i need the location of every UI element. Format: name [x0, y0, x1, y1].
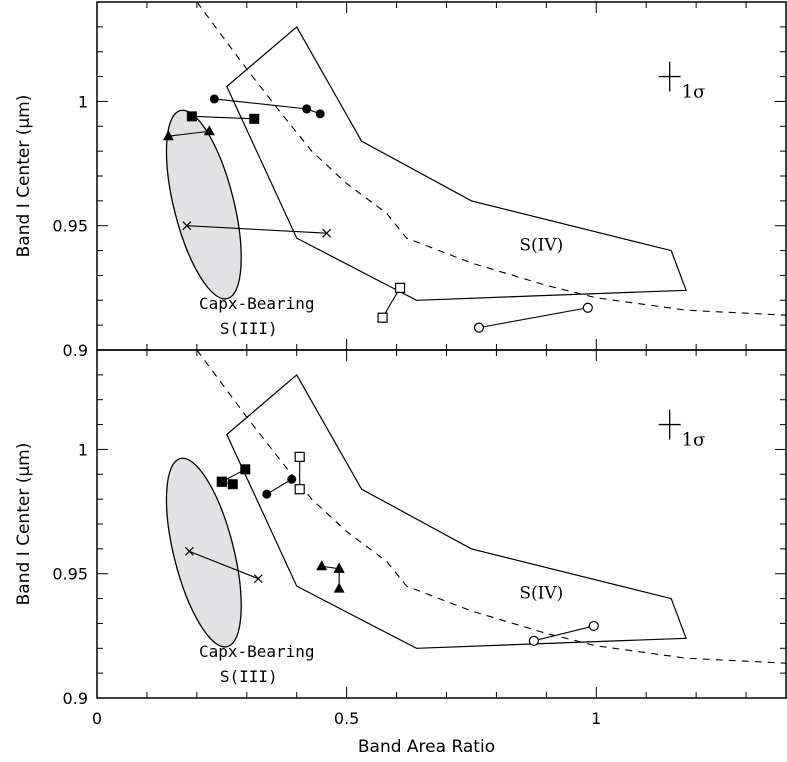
sigma-error-bar [658, 61, 681, 92]
cross-stroke [184, 546, 194, 556]
s4-region-label: S(IV) [519, 236, 563, 256]
y-tick-label: 0.9 [63, 341, 88, 360]
pair-connector-line [186, 225, 327, 234]
x-axis-title: Band Area Ratio [358, 737, 495, 757]
plot-area [162, 2, 786, 333]
boundary-curve-dashed [196, 2, 786, 316]
panel-lower: S(IV) Capx-Bearing S(III) 1σ 0.9 0.95 1 Band I … [14, 349, 787, 708]
s4-region-outline [226, 373, 687, 649]
plot-area [165, 350, 786, 664]
open-square-point [394, 282, 406, 293]
sigma-error-bar [658, 409, 681, 440]
pair-connector-line [214, 98, 307, 110]
cross-stroke [322, 228, 332, 238]
pair-connector-line [533, 625, 594, 642]
capx-region-label-line1: Capx-Bearing [199, 294, 315, 313]
pair-connector-line [191, 115, 255, 120]
cross-point [253, 574, 263, 584]
panel-upper: S(IV) Capx-Bearing S(III) 1σ 0.9 0.95 1 Band I … [14, 1, 787, 360]
data-pair-open-circle [528, 620, 599, 646]
data-pair-filled-triangle [333, 562, 345, 593]
data-pair-cross [184, 546, 263, 584]
data-pair-filled-triangle [162, 125, 215, 141]
filled-circle-point [209, 94, 219, 104]
sigma-label: 1σ [682, 430, 706, 451]
data-pair-cross [182, 221, 332, 238]
x-tick-label: 0 [92, 709, 102, 728]
pair-connector-line [168, 130, 210, 137]
data-pair-filled-square [216, 476, 238, 490]
filled-square-point [186, 111, 197, 122]
open-circle-point [528, 635, 539, 646]
open-circle-point [473, 322, 485, 333]
y-axis-title: Band I Center (μm) [14, 443, 34, 606]
filled-triangle-point [333, 582, 345, 593]
data-pair-filled-square [186, 111, 260, 124]
filled-square-point [216, 476, 227, 487]
cross-stroke [182, 221, 192, 231]
capx-region-ellipse [165, 457, 242, 648]
filled-triangle-point [203, 125, 215, 136]
filled-triangle-point [333, 562, 345, 573]
capx-region-label-line2: S(III) [220, 667, 278, 686]
y-tick-label: 0.95 [52, 217, 88, 236]
pair-connector-line [189, 550, 259, 580]
filled-circle-point [315, 109, 325, 119]
y-tick-label: 1 [78, 440, 88, 459]
filled-triangle-point [162, 130, 174, 141]
y-tick-label: 0.9 [63, 689, 88, 708]
open-square-point [377, 312, 388, 323]
y-axis-title: Band I Center (μm) [14, 95, 34, 258]
filled-circle-point [262, 489, 272, 499]
capx-region-label-line2: S(III) [220, 319, 278, 338]
data-pair-filled-circle [262, 474, 297, 499]
filled-square-point [227, 479, 238, 490]
data-pair-filled-circle [209, 94, 312, 114]
filled-square-point [249, 113, 260, 124]
open-square-point [294, 484, 305, 495]
open-circle-point [588, 620, 599, 632]
data-pair-open-square [377, 282, 406, 323]
y-tick-label: 1 [78, 92, 88, 111]
cross-point [182, 221, 192, 231]
open-circle-point [582, 302, 593, 313]
cross-point [322, 228, 332, 238]
capx-region-label-line1: Capx-Bearing [199, 642, 315, 661]
capx-region-ellipse [165, 109, 242, 300]
s4-region-label: S(IV) [519, 584, 563, 604]
filled-triangle-point [316, 560, 328, 571]
open-square-point [294, 451, 305, 462]
boundary-curve-dashed [196, 350, 786, 664]
cross-point [184, 546, 194, 556]
pair-connector-line [478, 307, 588, 329]
y-tick-label: 0.95 [52, 565, 88, 584]
filled-circle-point [302, 104, 312, 114]
data-pair-open-square [294, 451, 305, 495]
data-pair-open-circle [473, 302, 593, 333]
x-tick-label: 0.5 [334, 709, 359, 728]
filled-circle-point [287, 474, 297, 484]
x-tick-label: 1 [591, 709, 601, 728]
cross-stroke [253, 574, 263, 584]
sigma-label: 1σ [682, 82, 706, 103]
filled-square-point [240, 464, 251, 475]
pair-connector-line [266, 478, 292, 495]
data-pair-filled-circle [302, 104, 325, 119]
s4-region-outline [226, 25, 687, 301]
